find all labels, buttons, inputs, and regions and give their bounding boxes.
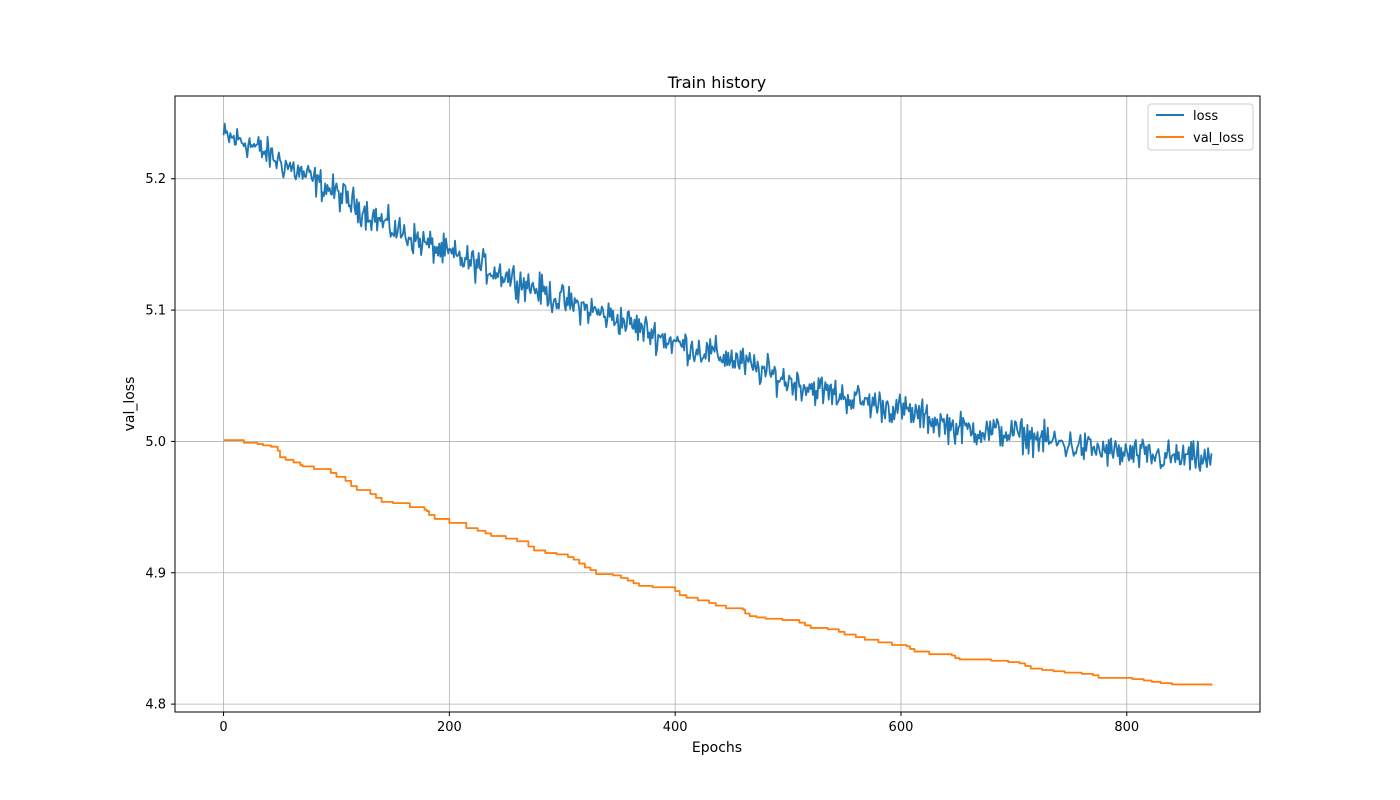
y-tick-label: 5.1	[145, 304, 166, 319]
x-tick-label: 600	[889, 720, 914, 735]
x-tick-label: 200	[437, 720, 462, 735]
legend: loss val_loss	[1147, 103, 1254, 151]
y-tick-label: 4.9	[145, 566, 166, 581]
x-axis-title: Epochs	[692, 740, 742, 756]
y-tick-label: 5.2	[145, 172, 166, 187]
series-line-loss	[222, 122, 1213, 472]
x-tick-label: 400	[663, 720, 688, 735]
legend-label-val-loss: val_loss	[1193, 131, 1244, 146]
axis-ticks: 0 200 400 600 800 4.8 4.9 5.0 5.1 5.2	[145, 172, 1139, 735]
y-tick-label: 5.0	[145, 435, 166, 450]
grid	[175, 96, 1260, 712]
legend-label-loss: loss	[1193, 109, 1218, 124]
plot-frame	[174, 95, 1261, 713]
y-axis-title: val_loss	[122, 377, 138, 432]
y-tick-label: 4.8	[145, 698, 166, 713]
series-line-val-loss	[223, 439, 1213, 686]
series-lines	[222, 122, 1213, 686]
chart-title: Train history	[667, 73, 767, 92]
x-tick-label: 0	[219, 720, 227, 735]
x-tick-label: 800	[1114, 720, 1139, 735]
